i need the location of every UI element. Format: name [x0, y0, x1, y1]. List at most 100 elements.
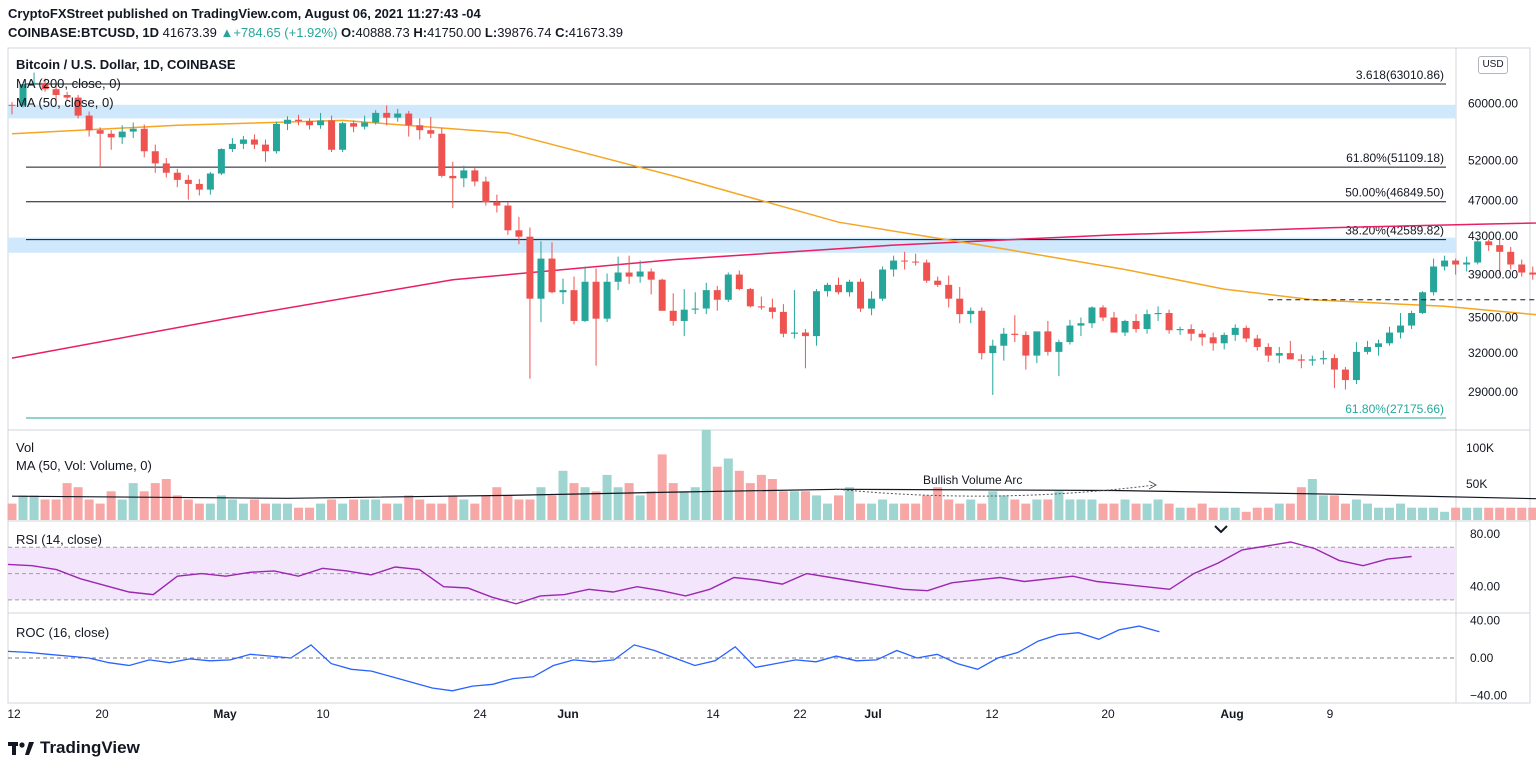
volume-bar: [834, 495, 843, 520]
volume-bar: [18, 495, 28, 520]
low-value: 39876.74: [497, 25, 552, 40]
price-tick-label: 39000.00: [1468, 268, 1518, 282]
candle: [1518, 264, 1526, 273]
open-value: 40888.73: [355, 25, 410, 40]
volume-bar: [205, 503, 215, 520]
volume-bar: [1054, 491, 1064, 520]
candle: [1198, 333, 1206, 338]
x-tick-label: 20: [95, 707, 109, 721]
rsi-tick-label: 80.00: [1470, 527, 1500, 541]
volume-bar: [1484, 507, 1494, 520]
volume-bar: [117, 499, 127, 520]
candle: [1286, 353, 1294, 360]
volume-bar: [1373, 507, 1383, 520]
volume-bar: [73, 487, 83, 520]
candle: [1132, 320, 1140, 330]
candle: [879, 269, 887, 299]
price-tick-label: 60000.00: [1468, 96, 1518, 110]
volume-bar: [128, 483, 138, 520]
volume-bar: [84, 499, 94, 520]
volume-bar: [1175, 507, 1185, 520]
price-tick-label: 47000.00: [1468, 193, 1518, 207]
volume-bar: [1021, 503, 1031, 520]
volume-bar: [470, 503, 480, 520]
volume-bar: [900, 503, 910, 520]
candle: [96, 130, 104, 134]
volume-arc-annotation: [834, 484, 1156, 497]
volume-bar: [1318, 495, 1328, 520]
candle: [978, 310, 986, 354]
tradingview-brand[interactable]: TradingView: [8, 738, 140, 758]
x-tick-label: 20: [1101, 707, 1115, 721]
volume-bar: [569, 483, 579, 520]
candle: [228, 143, 236, 150]
volume-bar: [238, 503, 248, 520]
volume-bar: [393, 503, 403, 520]
price-tick-label: 29000.00: [1468, 385, 1518, 399]
candle: [746, 289, 754, 307]
candle: [261, 144, 269, 152]
candle: [339, 123, 347, 150]
volume-bar: [1396, 503, 1406, 520]
candle: [1474, 241, 1482, 263]
volume-bar: [1429, 507, 1439, 520]
candle: [1253, 338, 1261, 347]
candle: [217, 149, 225, 174]
candle: [768, 307, 776, 312]
candle: [812, 291, 820, 337]
candle: [724, 274, 732, 300]
volume-bar: [767, 479, 777, 520]
candle: [1242, 327, 1250, 339]
volume-bar: [1506, 507, 1516, 520]
candle: [713, 290, 721, 300]
volume-bar: [1197, 503, 1207, 520]
candle: [1452, 260, 1460, 265]
rsi-legend[interactable]: RSI (14, close): [16, 532, 102, 547]
volume-bar: [591, 491, 601, 520]
main-legend-title[interactable]: Bitcoin / U.S. Dollar, 1D, COINBASE: [16, 57, 236, 72]
candle: [669, 310, 677, 321]
candle: [1176, 329, 1184, 331]
volume-bar: [172, 495, 182, 520]
x-tick-label: May: [213, 707, 237, 721]
x-tick-label: 12: [7, 707, 21, 721]
candle: [328, 120, 336, 150]
candle: [846, 281, 854, 293]
candle: [1397, 325, 1405, 333]
volume-bar: [679, 491, 689, 520]
change-arrow-icon: ▲: [220, 25, 234, 40]
candle: [85, 115, 93, 131]
volume-bar: [404, 495, 414, 520]
candle: [1165, 313, 1173, 331]
candle: [658, 279, 666, 311]
volume-bar: [745, 483, 755, 520]
volume-bar: [690, 487, 700, 520]
volume-bar: [1462, 507, 1472, 520]
volume-bar: [316, 503, 326, 520]
volume-bar: [283, 503, 292, 520]
volume-bar: [580, 487, 590, 520]
ma50-legend[interactable]: MA (50, close, 0): [16, 95, 114, 110]
ma200-legend[interactable]: MA (200, close, 0): [16, 76, 121, 91]
candle: [1374, 343, 1382, 347]
roc-legend[interactable]: ROC (16, close): [16, 625, 110, 640]
volume-bar: [1164, 503, 1174, 520]
candle: [515, 230, 523, 237]
volume-ma-legend[interactable]: MA (50, Vol: Volume, 0): [16, 458, 152, 473]
volume-bar: [7, 503, 17, 520]
volume-bar: [657, 454, 667, 520]
brand-name: TradingView: [40, 738, 140, 757]
candle: [1033, 331, 1041, 356]
volume-bar: [789, 491, 799, 520]
resistance-zone: [8, 104, 1456, 119]
candle: [1275, 353, 1283, 356]
volume-bar: [95, 503, 105, 520]
volume-bar: [327, 499, 337, 520]
currency-badge[interactable]: USD: [1478, 56, 1508, 74]
volume-legend[interactable]: Vol: [16, 440, 35, 455]
candle: [1044, 331, 1052, 352]
volume-bar: [525, 499, 535, 520]
volume-bar: [459, 499, 469, 520]
candle: [1496, 245, 1504, 252]
